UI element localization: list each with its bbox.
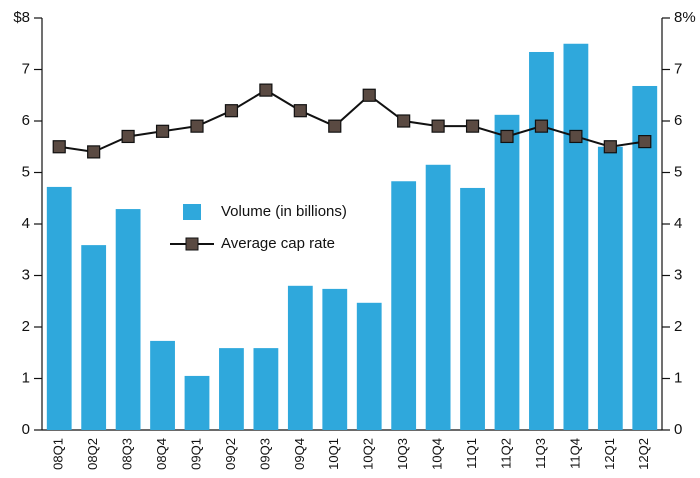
x-tick-label: 10Q3 <box>395 438 410 470</box>
marker <box>569 129 583 144</box>
marker <box>259 83 273 97</box>
bar <box>219 348 244 430</box>
y-tick-label: 6 <box>22 112 30 129</box>
x-tick-label: 09Q2 <box>223 438 238 470</box>
x-tick-label: 10Q1 <box>326 438 341 470</box>
x-tick-label: 11Q2 <box>498 438 513 469</box>
x-tick-label: 11Q3 <box>533 438 548 469</box>
marker <box>328 119 342 133</box>
bar <box>322 288 348 430</box>
y2-tick-label: 6 <box>674 112 682 129</box>
legend-label: Average cap rate <box>221 235 335 252</box>
y2-tick-label: 4 <box>674 215 682 232</box>
y2-tick-label: 8% <box>674 9 696 26</box>
bar <box>46 186 72 430</box>
bar <box>184 375 210 430</box>
y-tick-label: 7 <box>22 60 30 77</box>
marker <box>52 140 66 154</box>
x-tick-label: 12Q2 <box>636 438 651 470</box>
marker <box>500 129 514 144</box>
y-tick-label: 4 <box>22 215 30 232</box>
y-tick-label: 2 <box>22 318 30 335</box>
y2-tick-label: 0 <box>674 421 682 438</box>
x-tick-label: 08Q1 <box>51 438 66 470</box>
bar <box>460 187 485 430</box>
bar <box>81 245 107 430</box>
bar <box>287 285 313 430</box>
bar <box>150 340 175 430</box>
x-tick-label: 09Q4 <box>292 438 307 470</box>
marker <box>603 140 617 154</box>
marker <box>224 104 239 118</box>
marker <box>465 119 480 133</box>
x-tick-label: 11Q4 <box>567 438 582 469</box>
x-tick-label: 12Q1 <box>602 438 617 470</box>
legend-marker <box>185 237 199 251</box>
y2-tick-label: 7 <box>674 60 682 77</box>
y-tick-label: 5 <box>22 163 30 180</box>
y-tick-label: 1 <box>22 369 30 386</box>
y-tick-label: 0 <box>22 421 30 438</box>
marker <box>293 104 307 118</box>
bar <box>494 114 520 430</box>
y2-tick-label: 2 <box>674 318 682 335</box>
bar <box>597 146 623 430</box>
y2-tick-label: 1 <box>674 369 682 386</box>
y-tick-label: 3 <box>22 266 30 283</box>
marker <box>155 124 170 138</box>
legend-swatch <box>183 204 201 220</box>
x-tick-label: 08Q4 <box>154 438 169 470</box>
marker <box>534 119 549 133</box>
bar <box>253 348 279 430</box>
bar <box>529 51 554 431</box>
marker <box>638 135 652 149</box>
marker <box>431 119 445 133</box>
x-tick-label: 09Q1 <box>188 438 203 470</box>
legend-label: Volume (in billions) <box>221 203 347 220</box>
y2-tick-label: 3 <box>674 266 682 283</box>
y-tick-label: $8 <box>13 9 30 26</box>
x-tick-label: 10Q4 <box>430 438 445 470</box>
x-tick-label: 11Q1 <box>464 438 479 469</box>
bar <box>425 164 451 430</box>
x-tick-label: 08Q2 <box>85 438 100 470</box>
x-tick-label: 08Q3 <box>120 438 135 470</box>
bar <box>356 302 382 430</box>
marker <box>190 119 204 133</box>
marker <box>87 145 101 159</box>
bar <box>115 209 141 430</box>
bar <box>391 181 417 430</box>
x-tick-label: 10Q2 <box>361 438 376 470</box>
marker <box>362 88 376 102</box>
line <box>59 88 645 153</box>
marker <box>121 129 135 144</box>
y2-tick-label: 5 <box>674 163 682 180</box>
marker <box>397 114 411 128</box>
bar <box>563 43 589 430</box>
x-tick-label: 09Q3 <box>257 438 272 470</box>
